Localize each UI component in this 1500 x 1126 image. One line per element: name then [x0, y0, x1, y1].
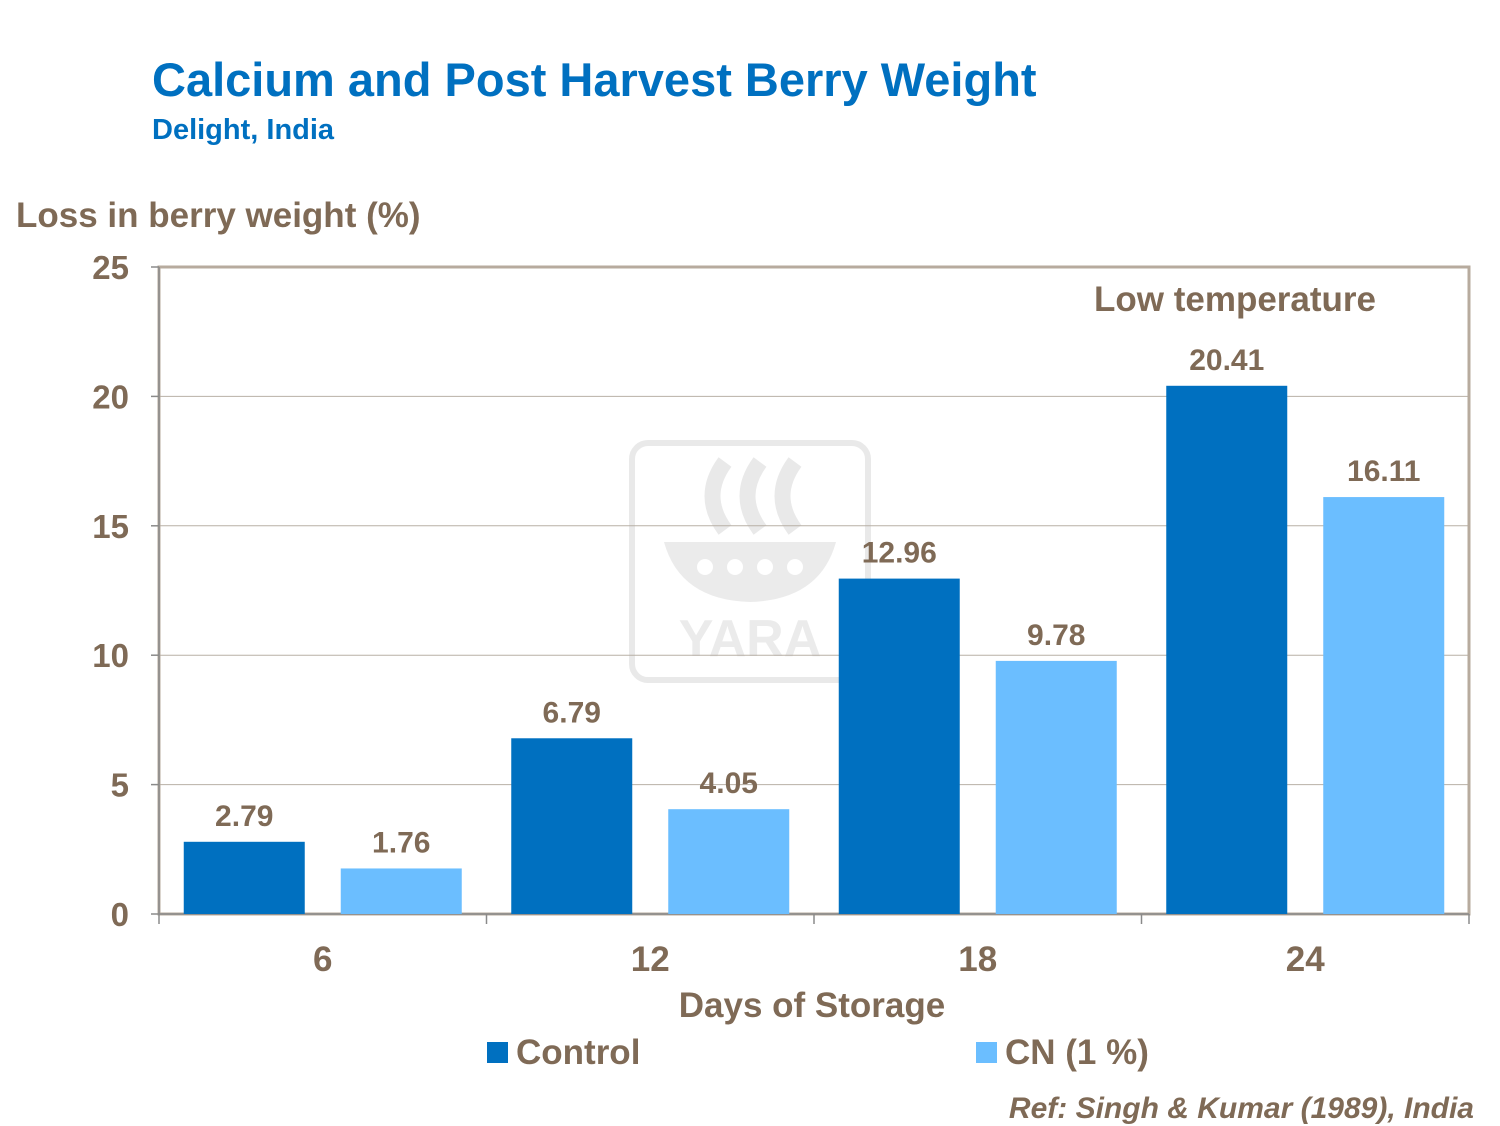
legend: Control CN (1 %) — [487, 1033, 1149, 1072]
legend-swatch-control — [487, 1042, 508, 1063]
y-axis-label: Loss in berry weight (%) — [16, 196, 421, 235]
yara-watermark-logo: YARA — [629, 440, 871, 683]
y-tick-label: 10 — [92, 637, 129, 674]
y-tick-label: 25 — [92, 249, 129, 286]
legend-label-cn: CN (1 %) — [1005, 1033, 1149, 1072]
x-axis-label: Days of Storage — [679, 986, 945, 1025]
y-tick-label: 5 — [111, 767, 129, 804]
x-tick-label: 24 — [1286, 940, 1325, 979]
legend-label-control: Control — [516, 1033, 640, 1072]
reference-note: Ref: Singh & Kumar (1989), India — [1008, 1092, 1474, 1125]
x-tick-labels: 6 12 18 24 — [313, 940, 1325, 979]
y-tick-labels: 0 5 10 15 20 25 — [92, 249, 129, 933]
bar-value-label: 6.79 — [543, 696, 601, 729]
x-tick-label: 12 — [631, 940, 670, 979]
bar-value-label: 9.78 — [1027, 619, 1085, 652]
chart-title: Calcium and Post Harvest Berry Weight — [152, 53, 1037, 106]
bar-control-18 — [838, 578, 960, 914]
watermark-text: YARA — [679, 610, 822, 668]
bar-value-label: 12.96 — [862, 537, 937, 570]
y-tick-label: 0 — [111, 896, 129, 933]
bar-value-labels: 2.79 6.79 12.96 20.41 1.76 4.05 9.78 16.11 — [215, 344, 1420, 860]
bar-value-label: 20.41 — [1189, 344, 1264, 377]
bar-cn-6 — [340, 868, 462, 914]
bar-cn-18 — [995, 660, 1117, 914]
bars — [183, 385, 1445, 915]
bar-control-24 — [1166, 385, 1288, 915]
bar-value-label: 1.76 — [372, 826, 430, 859]
y-tick-label: 15 — [92, 508, 129, 545]
chart-subtitle: Delight, India — [152, 114, 335, 146]
y-tick-label: 20 — [92, 378, 129, 415]
bar-cn-24 — [1323, 497, 1445, 914]
bar-value-label: 16.11 — [1347, 455, 1420, 488]
legend-swatch-cn — [976, 1042, 997, 1063]
bar-value-label: 2.79 — [215, 800, 273, 833]
bar-control-6 — [183, 841, 305, 914]
bar-value-label: 4.05 — [700, 767, 758, 800]
bar-cn-12 — [668, 809, 790, 914]
low-temperature-annotation: Low temperature — [1094, 280, 1376, 319]
x-tick-label: 18 — [958, 940, 997, 979]
bar-control-12 — [511, 738, 633, 914]
x-tick-label: 6 — [313, 940, 332, 979]
